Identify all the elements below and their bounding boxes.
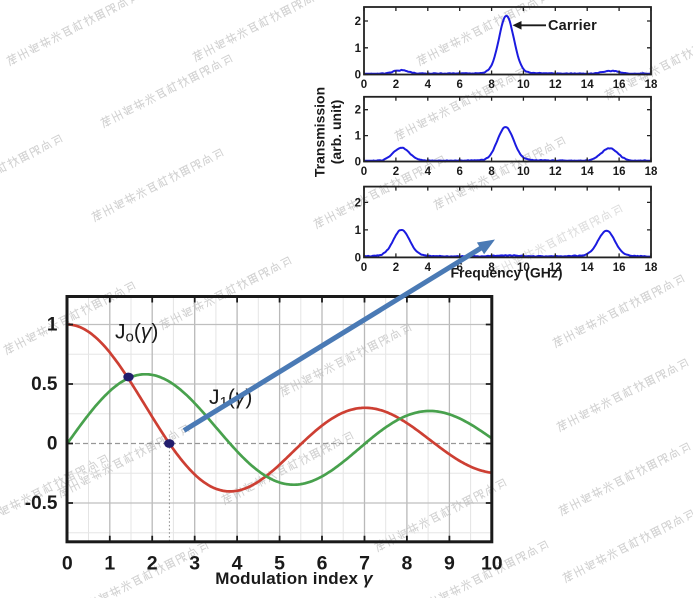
svg-text:4: 4: [425, 79, 432, 91]
svg-text:2: 2: [147, 553, 158, 575]
svg-text:1: 1: [47, 315, 58, 336]
svg-text:1: 1: [355, 225, 362, 237]
svg-text:8: 8: [488, 166, 495, 178]
svg-text:7: 7: [359, 553, 370, 575]
svg-text:6: 6: [317, 553, 328, 575]
svg-text:3: 3: [189, 553, 200, 575]
svg-text:10: 10: [481, 553, 503, 575]
svg-text:16: 16: [613, 79, 626, 91]
svg-text:0: 0: [361, 79, 367, 91]
svg-text:1: 1: [355, 131, 362, 143]
svg-text:2: 2: [355, 197, 361, 209]
svg-text:0: 0: [361, 166, 367, 178]
svg-text:Carrier: Carrier: [548, 18, 597, 34]
svg-text:Modulation index γ: Modulation index γ: [215, 569, 374, 588]
svg-text:8: 8: [401, 553, 412, 575]
svg-text:4: 4: [425, 166, 432, 178]
svg-text:6: 6: [456, 166, 462, 178]
svg-text:Frequency (GHz): Frequency (GHz): [450, 265, 562, 281]
svg-text:4: 4: [232, 553, 243, 575]
svg-text:8: 8: [488, 262, 495, 274]
svg-text:0: 0: [355, 157, 361, 169]
svg-text:12: 12: [549, 79, 562, 91]
svg-text:(arb. unit): (arb. unit): [328, 100, 344, 165]
svg-text:6: 6: [456, 262, 462, 274]
svg-text:Jo(γ): Jo(γ): [115, 321, 158, 346]
svg-text:0: 0: [47, 434, 58, 455]
svg-text:16: 16: [613, 166, 626, 178]
svg-text:14: 14: [581, 262, 594, 274]
svg-text:5: 5: [274, 553, 285, 575]
svg-text:1: 1: [355, 43, 362, 55]
svg-text:14: 14: [581, 166, 594, 178]
svg-text:14: 14: [581, 79, 594, 91]
svg-text:12: 12: [549, 262, 562, 274]
svg-text:-0.5: -0.5: [25, 493, 58, 514]
svg-text:18: 18: [645, 79, 658, 91]
svg-text:2: 2: [393, 166, 399, 178]
svg-text:8: 8: [488, 79, 495, 91]
svg-text:18: 18: [645, 166, 658, 178]
svg-text:18: 18: [645, 262, 658, 274]
svg-text:0: 0: [62, 553, 73, 575]
svg-text:Transmission: Transmission: [312, 87, 328, 177]
svg-text:0: 0: [361, 262, 367, 274]
svg-text:0: 0: [355, 252, 361, 264]
svg-text:2: 2: [393, 262, 399, 274]
svg-text:9: 9: [444, 553, 455, 575]
svg-text:16: 16: [613, 262, 626, 274]
svg-text:0.5: 0.5: [31, 374, 58, 395]
svg-text:0: 0: [355, 70, 361, 82]
svg-text:4: 4: [425, 262, 432, 274]
svg-text:10: 10: [517, 166, 530, 178]
svg-text:2: 2: [393, 79, 399, 91]
svg-text:2: 2: [355, 16, 361, 28]
svg-text:6: 6: [456, 79, 462, 91]
svg-text:1: 1: [104, 553, 115, 575]
svg-text:10: 10: [517, 262, 530, 274]
svg-text:2: 2: [355, 105, 361, 117]
svg-text:12: 12: [549, 166, 562, 178]
svg-text:10: 10: [517, 79, 530, 91]
